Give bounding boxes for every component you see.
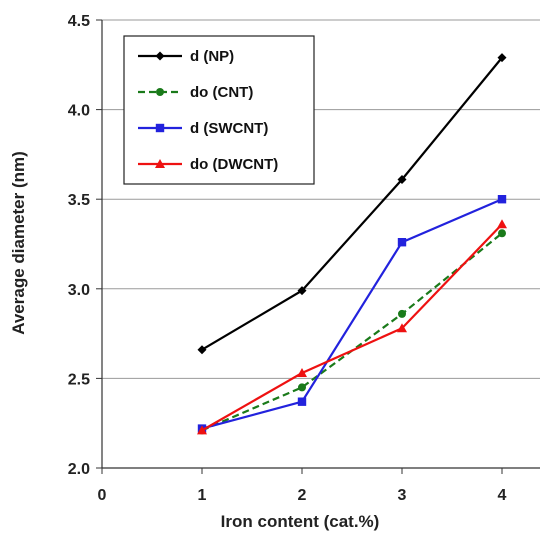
- legend-marker-d-np: [155, 51, 165, 61]
- y-tick-label: 2.0: [68, 461, 90, 478]
- data-point-d-np: [397, 174, 407, 184]
- legend-label-d-np: d (NP): [190, 48, 234, 65]
- y-axis-tick-labels: 2.0 2.5 3.0 3.5 4.0 4.5: [68, 13, 90, 478]
- x-tick-label: 3: [398, 487, 407, 504]
- legend-label-do-dwcnt: do (DWCNT): [190, 156, 278, 173]
- plot-series: [197, 53, 507, 435]
- x-tick-label: 2: [298, 487, 307, 504]
- legend-marker-d-swcnt: [155, 123, 165, 133]
- data-point-do-cnt: [398, 309, 406, 318]
- data-point-d-swcnt: [497, 195, 507, 204]
- data-point-d-swcnt: [397, 238, 407, 247]
- x-tick-label: 4: [498, 487, 507, 504]
- data-point-d-swcnt: [297, 397, 307, 406]
- y-axis-title: Average diameter (nm): [9, 151, 28, 335]
- axes: [96, 19, 540, 474]
- data-point-do-cnt: [298, 383, 306, 392]
- legend-label-do-cnt: do (CNT): [190, 84, 253, 101]
- legend-box: [123, 35, 315, 185]
- data-point-do-cnt: [498, 229, 506, 238]
- y-tick-label: 4.5: [68, 13, 90, 30]
- data-point-do-dwcnt: [297, 368, 307, 378]
- data-point-do-dwcnt: [397, 323, 407, 333]
- legend: d (NP) do (CNT) d (SWCNT) do (DWCNT): [123, 35, 315, 185]
- data-point-d-np: [197, 345, 207, 355]
- legend-marker-do-dwcnt: [155, 159, 165, 168]
- y-tick-label: 4.0: [68, 103, 90, 120]
- series-line-d-np: [201, 56, 503, 351]
- x-axis-tick-labels: 0 1 2 3 4: [98, 487, 507, 504]
- x-tick-label: 1: [198, 487, 207, 504]
- y-tick-label: 2.5: [68, 371, 90, 388]
- data-point-d-np: [297, 286, 307, 296]
- data-point-do-dwcnt: [497, 219, 507, 229]
- legend-marker-do-cnt: [156, 88, 164, 96]
- legend-label-d-swcnt: d (SWCNT): [190, 120, 268, 137]
- y-tick-label: 3.0: [68, 282, 90, 299]
- x-axis-title: Iron content (cat.%): [221, 512, 380, 531]
- data-point-do-dwcnt: [197, 425, 207, 435]
- data-point-d-np: [497, 53, 507, 63]
- series-line-d-swcnt: [201, 198, 503, 430]
- x-tick-label: 0: [98, 487, 107, 504]
- y-tick-label: 3.5: [68, 192, 90, 209]
- series-line-do-dwcnt: [201, 223, 503, 432]
